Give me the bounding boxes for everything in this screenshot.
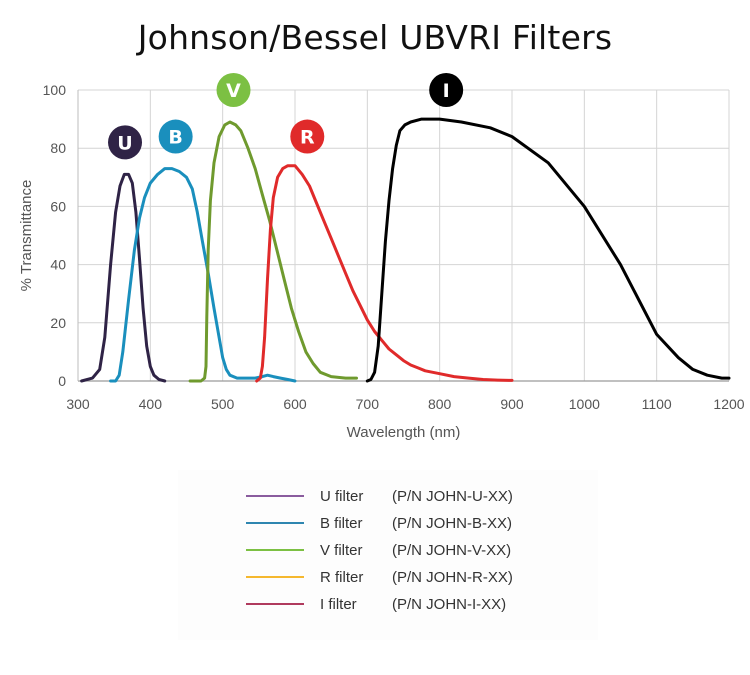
series-line-i — [365, 117, 731, 383]
legend-part-number: (P/N JOHN-B-XX) — [392, 514, 512, 532]
legend-filter-name: U filter — [320, 487, 364, 505]
x-tick-label: 700 — [356, 396, 380, 412]
legend-part-number: (P/N JOHN-U-XX) — [392, 487, 513, 505]
badge-v: V — [216, 73, 251, 107]
axes — [77, 90, 729, 382]
tick-labels: 300 400 500 600 700 800 900 1000 1100 1200 0 20 40 60… — [43, 82, 745, 412]
y-tick-label: 80 — [50, 140, 66, 156]
x-tick-label: 1000 — [569, 396, 600, 412]
legend-item: U filter (P/N JOHN-U-XX) — [246, 487, 513, 505]
x-tick-label: 1100 — [642, 396, 672, 412]
badge-label: B — [168, 127, 182, 149]
y-tick-label: 0 — [58, 373, 66, 389]
legend-swatch — [246, 522, 304, 524]
legend-swatch — [246, 549, 304, 551]
badge-i: I — [429, 73, 464, 107]
x-tick-label: 900 — [500, 396, 524, 412]
legend-item: V filter (P/N JOHN-V-XX) — [246, 541, 511, 559]
series-lines — [80, 117, 731, 383]
legend-swatch — [246, 495, 304, 497]
x-tick-label: 300 — [66, 396, 90, 412]
legend-item: I filter (P/N JOHN-I-XX) — [246, 595, 506, 613]
series-line-v — [188, 120, 358, 383]
filter-badges: U B V R I — [108, 73, 464, 160]
legend-part-number: (P/N JOHN-V-XX) — [392, 541, 512, 559]
y-tick-label: 60 — [50, 198, 66, 214]
x-tick-label: 600 — [283, 396, 307, 412]
badge-u: U — [108, 125, 143, 160]
x-tick-label: 400 — [139, 396, 163, 412]
series-line-u — [80, 172, 167, 383]
legend-item: R filter (P/N JOHN-R-XX) — [246, 568, 513, 586]
badge-r: R — [290, 119, 325, 154]
legend-item: B filter (P/N JOHN-B-XX) — [246, 514, 512, 532]
badge-circle — [216, 73, 251, 107]
badge-label: V — [226, 80, 241, 102]
legend-filter-name: R filter — [320, 568, 364, 586]
y-axis-label: % Transmittance — [18, 180, 35, 292]
y-tick-label: 40 — [50, 257, 66, 273]
legend-swatch — [246, 603, 304, 605]
badge-b: B — [158, 119, 193, 154]
x-tick-label: 800 — [428, 396, 452, 412]
badge-label: R — [300, 127, 315, 149]
y-tick-label: 20 — [50, 315, 66, 331]
chart-title: Johnson/Bessel UBVRI Filters — [137, 18, 613, 57]
badge-circle — [290, 119, 325, 154]
series-line-r — [255, 164, 514, 383]
legend-part-number: (P/N JOHN-R-XX) — [392, 568, 513, 586]
badge-label: U — [117, 132, 132, 154]
badge-circle — [108, 125, 143, 160]
badge-label: I — [443, 80, 450, 102]
y-tick-label: 100 — [43, 82, 67, 98]
legend-part-number: (P/N JOHN-I-XX) — [392, 595, 507, 613]
legend-swatch — [246, 576, 304, 578]
transmittance-chart: 300 400 500 600 700 800 900 1000 1100 1200 0 20 40 60… — [18, 73, 745, 441]
x-tick-label: 500 — [211, 396, 235, 412]
badge-circle — [429, 73, 464, 107]
legend-filter-name: V filter — [320, 541, 363, 559]
badge-circle — [158, 119, 193, 154]
x-tick-label: 1200 — [713, 396, 744, 412]
x-axis-label: Wavelength (nm) — [347, 424, 461, 441]
legend: U filter (P/N JOHN-U-XX) B filter (P/N JOHN… — [178, 470, 598, 640]
legend-filter-name: B filter — [320, 514, 363, 532]
legend-filter-name: I filter — [320, 595, 357, 613]
